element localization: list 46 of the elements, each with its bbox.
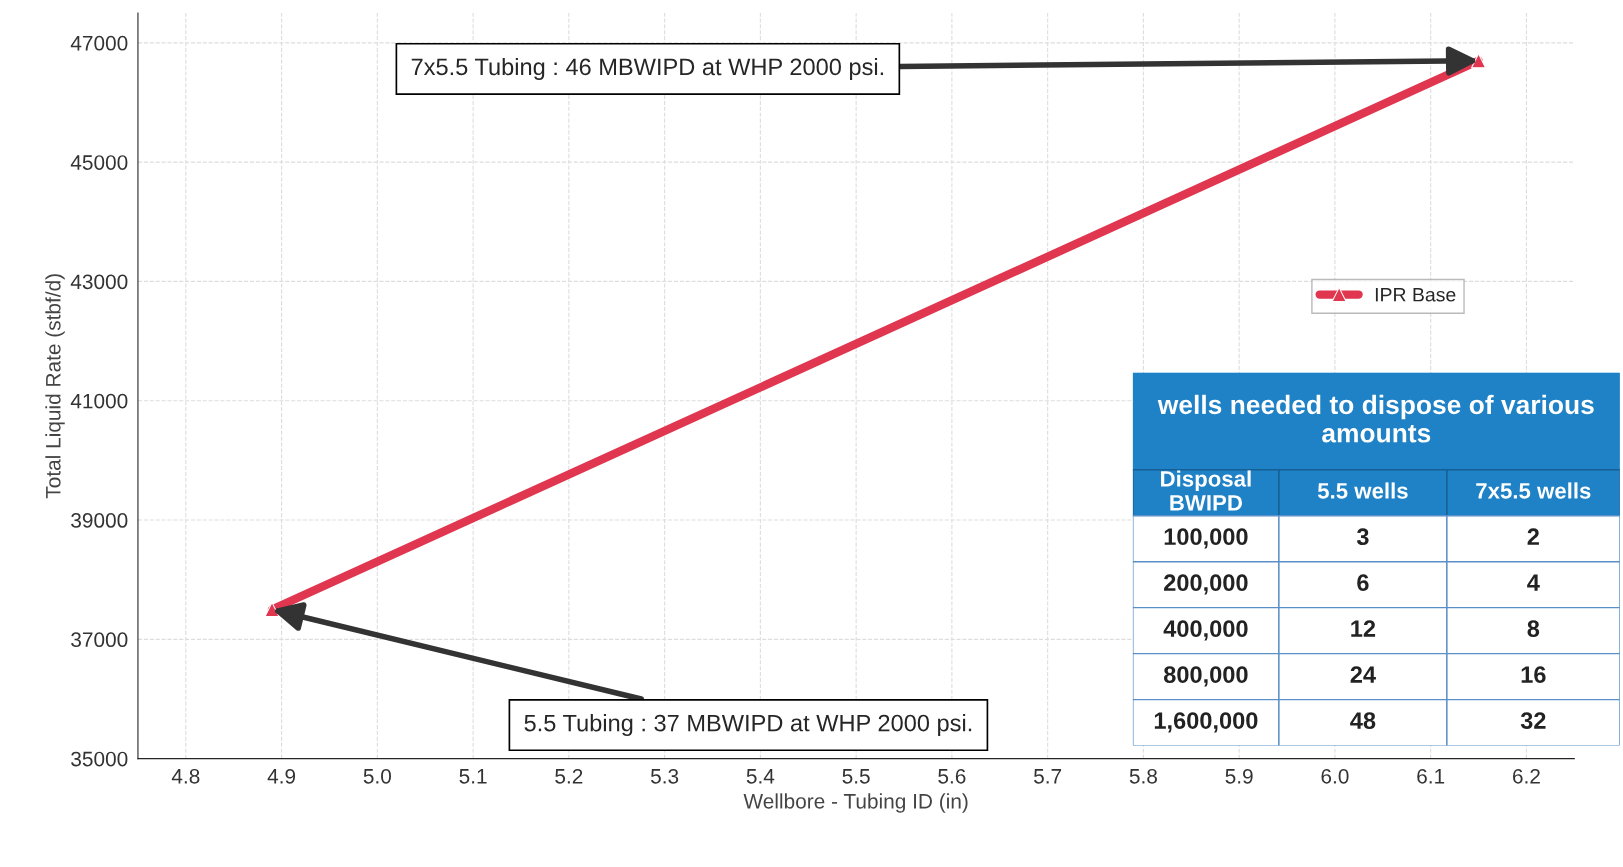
annotation: 800,000 — [1163, 666, 1248, 687]
x-tick-label: 5.7 — [1034, 769, 1062, 784]
annotation: 2 — [1527, 528, 1539, 545]
annotation: 400,000 — [1163, 620, 1248, 641]
annotation: 100,000 — [1164, 528, 1248, 549]
y-tick-label: 39000 — [71, 513, 128, 528]
y-tick-label: 47000 — [70, 35, 128, 51]
y-tick-label: 35000 — [71, 751, 128, 767]
annotation: 16 — [1521, 666, 1546, 683]
annotation: 7x5.5 Tubing : 46 MBWIPD at WHP 2000 psi. — [411, 57, 884, 80]
annotation: 48 — [1350, 712, 1376, 729]
annotation: 4 — [1527, 574, 1540, 591]
annotation: 12 — [1351, 620, 1376, 637]
annotation: 7x5.5 wells — [1476, 482, 1591, 499]
annotation: 1,600,000 — [1154, 712, 1258, 733]
annotation: 32 — [1520, 712, 1546, 729]
y-tick-label: 45000 — [70, 155, 128, 170]
annotation: 8 — [1527, 620, 1540, 638]
x-tick-label: 4.9 — [267, 768, 296, 784]
annotation: 5.5 Tubing : 37 MBWIPD at WHP 2000 psi. — [524, 714, 972, 737]
x-tick-label: 6.2 — [1513, 768, 1540, 784]
x-tick-label: 5.0 — [363, 768, 392, 784]
y-axis-title: Total Liquid Rate (stbf/d) — [45, 274, 65, 499]
annotation: 5.5 wells — [1317, 482, 1408, 499]
x-tick-label: 4.8 — [171, 768, 200, 784]
annotation: 3 — [1356, 528, 1369, 546]
annotation: Disposal BWIPD — [1161, 470, 1251, 511]
x-tick-label: 5.3 — [650, 768, 679, 784]
annotation: 200,000 — [1164, 574, 1248, 595]
x-tick-label: 5.5 — [842, 769, 870, 784]
annotation: 24 — [1350, 666, 1376, 683]
x-tick-label: 5.9 — [1225, 768, 1253, 784]
x-tick-label: 5.8 — [1129, 768, 1157, 784]
x-tick-label: 5.4 — [746, 769, 775, 784]
y-tick-label: 41000 — [70, 393, 128, 409]
x-tick-label: 6.0 — [1321, 768, 1349, 784]
legend-label: IPR Base — [1375, 287, 1456, 302]
annotation: 6 — [1357, 574, 1369, 592]
x-tick-label: 5.1 — [459, 769, 487, 784]
x-tick-label: 5.2 — [555, 768, 583, 784]
y-tick-label: 43000 — [70, 274, 128, 290]
y-tick-label: 37000 — [71, 632, 128, 648]
annotation: wells needed to dispose of various amounts — [1157, 394, 1594, 443]
x-tick-label: 6.1 — [1417, 768, 1445, 784]
x-tick-label: 5.6 — [938, 768, 966, 784]
x-axis-title: Wellbore - Tubing ID (in) — [743, 793, 968, 813]
